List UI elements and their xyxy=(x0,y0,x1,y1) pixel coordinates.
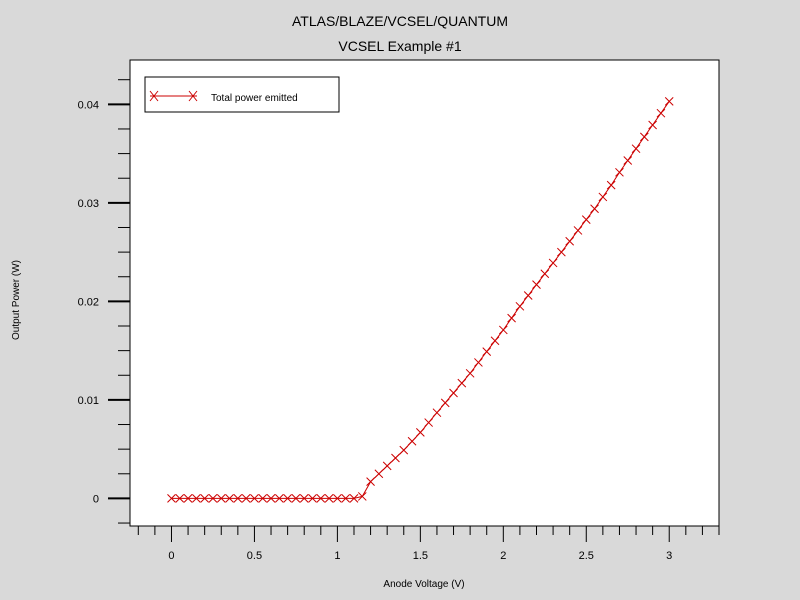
data-point xyxy=(590,204,599,214)
data-point xyxy=(299,494,309,503)
data-point xyxy=(573,226,583,235)
x-tick-label: 0.5 xyxy=(247,550,262,562)
data-point xyxy=(341,494,351,503)
legend-box xyxy=(144,76,340,113)
data-point xyxy=(167,494,176,503)
data-point xyxy=(532,280,541,289)
y-tick-label: 0 xyxy=(93,493,99,505)
x-tick-label: 0 xyxy=(168,550,174,562)
data-point xyxy=(449,388,458,398)
data-point xyxy=(407,436,417,446)
data-point xyxy=(208,494,218,503)
data-point xyxy=(391,453,400,463)
y-tick-label: 0.01 xyxy=(78,395,99,407)
x-tick-label: 3 xyxy=(666,550,672,562)
data-point xyxy=(515,301,525,311)
legend-label: Total power emitted xyxy=(211,93,298,104)
data-point xyxy=(266,494,276,503)
data-point xyxy=(581,215,591,224)
data-point xyxy=(440,398,450,408)
data-point xyxy=(498,325,508,335)
data-point xyxy=(258,494,268,503)
data-point xyxy=(557,247,566,257)
y-axis-label: Output Power (W) xyxy=(11,260,22,340)
data-point xyxy=(200,494,210,503)
data-point xyxy=(664,97,674,106)
data-point xyxy=(482,347,492,356)
data-point xyxy=(615,167,624,177)
data-point xyxy=(274,494,284,503)
x-tick-label: 2 xyxy=(500,550,506,562)
data-point xyxy=(631,144,641,154)
data-point xyxy=(648,120,657,130)
data-point xyxy=(216,494,226,503)
data-point xyxy=(415,428,425,437)
data-point xyxy=(565,236,575,246)
data-point xyxy=(349,494,359,503)
legend: Total power emitted xyxy=(144,76,340,113)
data-point xyxy=(233,494,243,503)
data-point xyxy=(192,494,201,503)
data-point xyxy=(623,156,633,165)
data-point xyxy=(523,291,533,300)
x-tick-label: 1 xyxy=(334,550,340,562)
series-layer xyxy=(167,97,674,503)
data-point xyxy=(548,258,558,268)
data-point xyxy=(241,494,251,503)
y-tick-label: 0.03 xyxy=(78,198,99,210)
data-point xyxy=(183,494,193,503)
data-point xyxy=(424,418,434,427)
y-axis: 0 0.01 0.02 0.03 0.04 xyxy=(78,79,130,524)
data-point xyxy=(656,108,666,118)
data-point xyxy=(540,269,550,279)
data-point xyxy=(432,408,442,418)
data-point xyxy=(457,378,467,388)
data-point xyxy=(324,494,334,503)
plot-area xyxy=(129,59,720,527)
x-axis: 0 0.5 1 1.5 2 2.5 3 xyxy=(137,526,720,562)
data-point xyxy=(250,494,259,503)
x-tick-label: 2.5 xyxy=(579,550,594,562)
data-point xyxy=(366,477,375,487)
data-point xyxy=(308,494,317,503)
data-point xyxy=(490,336,500,346)
legend-marker-left xyxy=(149,90,159,102)
data-point xyxy=(598,192,608,202)
x-tick-label: 1.5 xyxy=(413,550,428,562)
data-point xyxy=(374,469,384,479)
data-point xyxy=(639,132,649,142)
y-tick-label: 0.04 xyxy=(78,99,99,111)
chart-title: ATLAS/BLAZE/VCSEL/QUANTUM xyxy=(292,13,508,29)
legend-marker-right xyxy=(188,90,198,102)
data-point xyxy=(606,180,616,190)
data-point xyxy=(225,494,234,503)
data-point xyxy=(175,494,185,503)
chart-subtitle: VCSEL Example #1 xyxy=(338,38,461,54)
data-point xyxy=(465,368,475,378)
data-point xyxy=(382,461,392,471)
data-point xyxy=(291,494,301,503)
data-point xyxy=(333,494,342,503)
data-point xyxy=(283,494,292,503)
data-point xyxy=(474,358,483,367)
data-point xyxy=(507,313,516,323)
data-point xyxy=(357,492,367,501)
data-point xyxy=(316,494,326,503)
data-point xyxy=(399,445,409,455)
x-axis-label: Anode Voltage (V) xyxy=(383,579,464,590)
y-tick-label: 0.02 xyxy=(78,296,99,308)
